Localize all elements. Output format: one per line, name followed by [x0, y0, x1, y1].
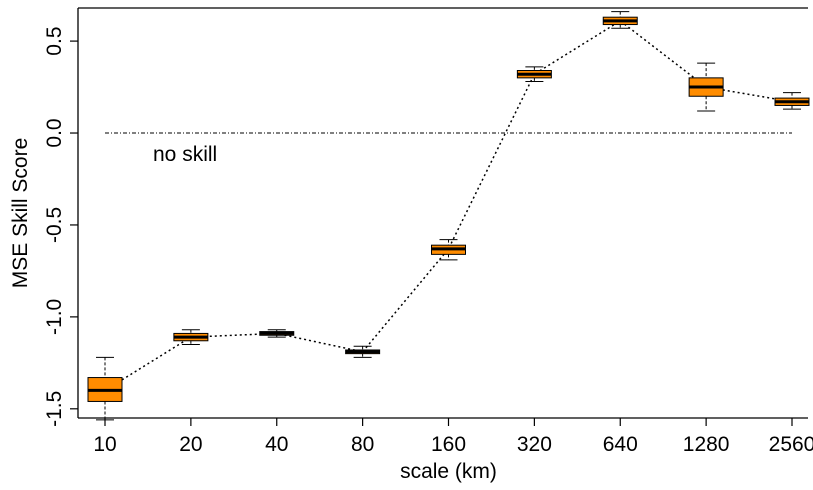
box-20	[173, 329, 209, 345]
x-tick-label-2560: 2560	[769, 433, 813, 456]
y-axis-title: MSE Skill Score	[9, 138, 32, 289]
no-skill-label: no skill	[153, 143, 217, 166]
x-tick-label-320: 320	[517, 433, 552, 456]
box-10	[87, 356, 123, 421]
box-160	[431, 239, 466, 261]
box-2560	[774, 92, 810, 110]
box-320	[516, 66, 552, 83]
x-tick-label-10: 10	[93, 433, 116, 456]
box-80	[345, 345, 381, 358]
x-tick-label-1280: 1280	[683, 433, 730, 456]
x-tick-label-40: 40	[265, 433, 288, 456]
box-1280	[688, 62, 724, 112]
x-tick-label-20: 20	[179, 433, 202, 456]
box-40	[259, 329, 295, 338]
y-tick-label: 0.5	[43, 26, 66, 55]
y-tick-label: 0.0	[43, 118, 66, 147]
x-tick-label-640: 640	[603, 433, 638, 456]
x-tick-label-160: 160	[431, 433, 466, 456]
y-tick-label: -1.0	[43, 299, 66, 335]
y-tick-label: -1.5	[43, 391, 66, 427]
x-axis-title: scale (km)	[400, 460, 497, 483]
box-640	[602, 11, 638, 29]
y-tick-label: -0.5	[43, 207, 66, 243]
x-tick-label-80: 80	[351, 433, 374, 456]
median-connector-line	[104, 19, 793, 392]
